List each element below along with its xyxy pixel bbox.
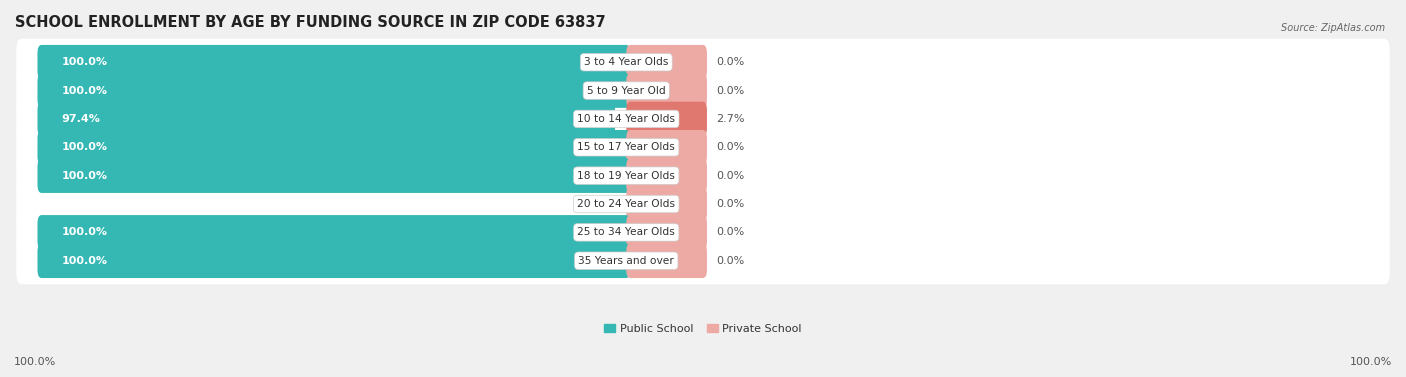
Text: Source: ZipAtlas.com: Source: ZipAtlas.com	[1281, 23, 1385, 33]
FancyBboxPatch shape	[17, 67, 1389, 114]
FancyBboxPatch shape	[38, 130, 630, 165]
Text: 15 to 17 Year Olds: 15 to 17 Year Olds	[578, 142, 675, 152]
FancyBboxPatch shape	[38, 244, 630, 278]
Text: 18 to 19 Year Olds: 18 to 19 Year Olds	[578, 171, 675, 181]
FancyBboxPatch shape	[17, 152, 1389, 199]
Text: 0.0%: 0.0%	[716, 256, 745, 266]
Text: 25 to 34 Year Olds: 25 to 34 Year Olds	[578, 227, 675, 238]
FancyBboxPatch shape	[626, 45, 707, 80]
FancyBboxPatch shape	[38, 215, 630, 250]
FancyBboxPatch shape	[626, 158, 707, 193]
FancyBboxPatch shape	[38, 73, 630, 108]
Text: 0.0%: 0.0%	[716, 86, 745, 96]
FancyBboxPatch shape	[626, 102, 707, 136]
Text: 0.0%: 0.0%	[716, 171, 745, 181]
Text: 0.0%: 0.0%	[716, 57, 745, 67]
Text: 3 to 4 Year Olds: 3 to 4 Year Olds	[583, 57, 668, 67]
Text: 0.0%: 0.0%	[716, 142, 745, 152]
Text: 100.0%: 100.0%	[1350, 357, 1392, 367]
Text: 0.0%: 0.0%	[716, 227, 745, 238]
Text: 10 to 14 Year Olds: 10 to 14 Year Olds	[578, 114, 675, 124]
FancyBboxPatch shape	[626, 244, 707, 278]
Text: 100.0%: 100.0%	[62, 142, 107, 152]
Text: SCHOOL ENROLLMENT BY AGE BY FUNDING SOURCE IN ZIP CODE 63837: SCHOOL ENROLLMENT BY AGE BY FUNDING SOUR…	[15, 15, 606, 30]
FancyBboxPatch shape	[38, 45, 630, 80]
FancyBboxPatch shape	[17, 209, 1389, 256]
Text: 100.0%: 100.0%	[62, 171, 107, 181]
Text: 20 to 24 Year Olds: 20 to 24 Year Olds	[578, 199, 675, 209]
Text: 5 to 9 Year Old: 5 to 9 Year Old	[586, 86, 665, 96]
FancyBboxPatch shape	[17, 95, 1389, 143]
Text: 2.7%: 2.7%	[716, 114, 745, 124]
Text: 0.0%: 0.0%	[716, 199, 745, 209]
Text: 100.0%: 100.0%	[62, 86, 107, 96]
Text: 97.4%: 97.4%	[62, 114, 100, 124]
Text: 100.0%: 100.0%	[62, 256, 107, 266]
FancyBboxPatch shape	[17, 124, 1389, 171]
FancyBboxPatch shape	[17, 237, 1389, 284]
FancyBboxPatch shape	[17, 181, 1389, 228]
Text: 35 Years and over: 35 Years and over	[578, 256, 675, 266]
Legend: Public School, Private School: Public School, Private School	[605, 323, 801, 334]
FancyBboxPatch shape	[626, 215, 707, 250]
Text: 100.0%: 100.0%	[14, 357, 56, 367]
Text: 0.0%: 0.0%	[578, 199, 606, 209]
FancyBboxPatch shape	[626, 187, 707, 221]
Text: 100.0%: 100.0%	[62, 57, 107, 67]
FancyBboxPatch shape	[626, 73, 707, 108]
FancyBboxPatch shape	[38, 158, 630, 193]
FancyBboxPatch shape	[38, 102, 614, 136]
Text: 100.0%: 100.0%	[62, 227, 107, 238]
FancyBboxPatch shape	[17, 39, 1389, 86]
FancyBboxPatch shape	[626, 130, 707, 165]
